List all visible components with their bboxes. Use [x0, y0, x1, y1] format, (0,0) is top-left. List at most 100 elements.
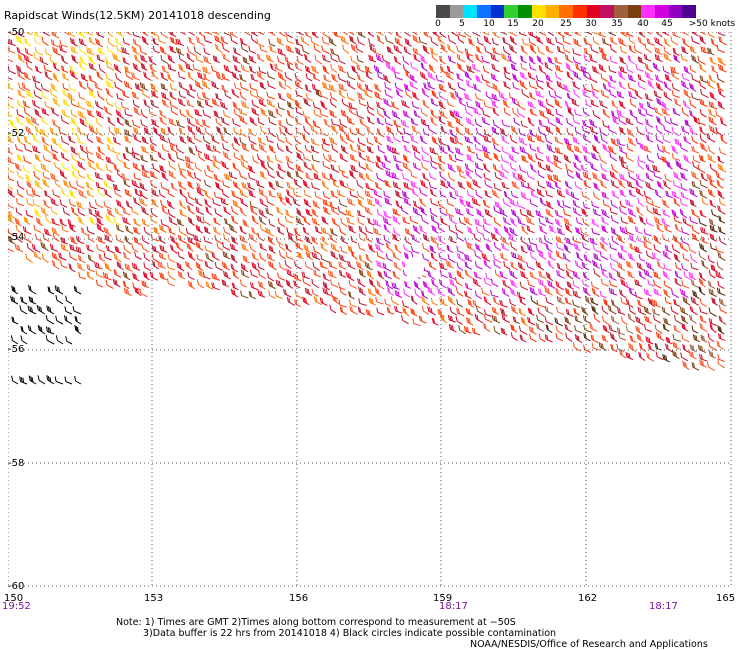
wind-barb [211, 80, 220, 90]
wind-barb [491, 314, 501, 324]
wind-barb [231, 282, 239, 291]
wind-barb [71, 163, 79, 172]
wind-barb [638, 351, 646, 361]
wind-barb [357, 217, 365, 226]
wind-barb [619, 126, 627, 135]
wind-barb [377, 270, 385, 280]
wind-barb [194, 109, 202, 117]
wind-barb [463, 326, 472, 334]
wind-barb [351, 65, 359, 74]
wind-barb [59, 169, 68, 180]
wind-barb [574, 181, 583, 190]
wind-barb [610, 137, 619, 147]
wind-barb [617, 307, 626, 316]
wind-barb [483, 135, 492, 143]
wind-barb [494, 227, 502, 236]
wind-barb [683, 271, 692, 280]
wind-barb [620, 278, 629, 289]
wind-barb [98, 253, 106, 262]
wind-barb [195, 118, 204, 128]
wind-barb [520, 55, 527, 64]
wind-barb [204, 32, 213, 36]
wind-barb [691, 54, 700, 64]
colorbar-label: 10 [483, 19, 495, 29]
wind-barb [474, 143, 483, 152]
wind-barb [21, 82, 31, 92]
wind-barb [304, 261, 313, 271]
wind-barb [187, 46, 196, 56]
wind-barb [59, 218, 67, 227]
wind-barb [187, 71, 195, 81]
wind-barb [520, 45, 528, 55]
wind-barb [392, 215, 401, 225]
wind-barb [570, 191, 580, 201]
wind-barb [266, 135, 274, 144]
wind-barb [527, 100, 537, 109]
wind-barb [275, 180, 284, 189]
wind-barb [131, 262, 141, 271]
wind-barb [142, 32, 149, 37]
wind-barb [436, 244, 446, 252]
wind-barb [500, 252, 508, 261]
wind-barb [600, 73, 609, 82]
wind-barb [602, 199, 610, 208]
wind-barb [357, 306, 366, 316]
wind-barb [59, 45, 68, 53]
wind-barb [565, 263, 574, 273]
wind-barb [140, 154, 148, 163]
wind-barb [707, 280, 716, 289]
wind-barb [575, 171, 583, 181]
wind-barb [350, 250, 358, 260]
wind-barb [572, 280, 580, 289]
wind-barb [629, 98, 637, 108]
wind-barb [367, 288, 377, 297]
wind-barb [670, 70, 680, 80]
wind-barb [644, 315, 653, 324]
wind-barb [356, 64, 365, 73]
wind-barb [580, 65, 590, 74]
wind-barb [476, 153, 483, 162]
wind-barb [223, 226, 231, 236]
wind-barb [446, 99, 455, 108]
wind-barb [403, 145, 411, 153]
wind-barb [383, 190, 391, 199]
colorbar-label: 5 [459, 19, 465, 29]
wind-barb [386, 125, 394, 135]
wind-barb [494, 172, 502, 181]
wind-barb [651, 299, 661, 308]
wind-barb [475, 100, 484, 110]
wind-barb [356, 110, 365, 120]
wind-barb [116, 117, 124, 126]
wind-barb [96, 32, 105, 38]
wind-barb [159, 224, 167, 233]
wind-barb [132, 62, 141, 73]
wind-barb [294, 289, 303, 299]
wind-barb [610, 179, 620, 189]
wind-barb [50, 144, 59, 154]
wind-barb [635, 117, 644, 125]
wind-barb [311, 182, 320, 191]
wind-barb [221, 261, 230, 271]
wind-barb [285, 155, 294, 164]
wind-barb [645, 172, 654, 182]
wind-barb [467, 145, 475, 154]
wind-barb [87, 254, 95, 263]
wind-barb [654, 37, 663, 47]
wind-barb [23, 216, 31, 225]
wind-barb [58, 127, 67, 136]
wind-barb [502, 198, 512, 208]
wind-barb [598, 63, 607, 73]
wind-barb-plot [8, 32, 732, 587]
wind-barb [475, 127, 484, 137]
wind-barb [672, 180, 682, 189]
wind-barb [15, 144, 24, 152]
wind-barb [305, 235, 313, 245]
wind-barb [490, 289, 499, 298]
wind-barb [526, 171, 535, 180]
wind-barb [176, 262, 185, 272]
wind-barb [338, 83, 347, 92]
wind-barb [555, 36, 563, 46]
wind-barb [698, 63, 707, 73]
wind-barb [616, 109, 625, 118]
wind-barb [602, 108, 610, 119]
